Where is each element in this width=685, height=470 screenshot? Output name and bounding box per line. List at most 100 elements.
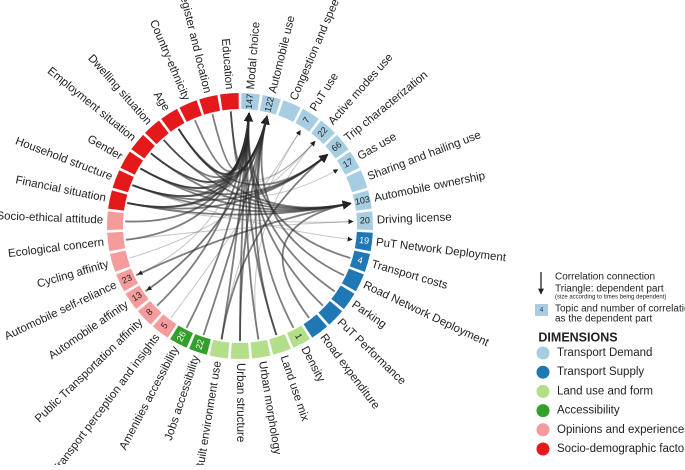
node-label: Land use mix xyxy=(278,354,311,423)
segment xyxy=(152,314,177,338)
node-count: 1 xyxy=(293,332,304,341)
legend-label: Opinions and experiences xyxy=(557,424,685,436)
segment xyxy=(189,334,211,355)
chord xyxy=(221,130,301,340)
segment xyxy=(161,108,185,132)
node-count: 19 xyxy=(359,235,370,246)
segment xyxy=(241,93,260,111)
node-label: Financial situation xyxy=(14,174,107,204)
node-label: Urban structure xyxy=(234,363,246,442)
legend: Correlation connection Triangle: depende… xyxy=(535,272,685,456)
chord xyxy=(202,115,270,336)
node-label: Density xyxy=(298,345,327,385)
node-count: 26 xyxy=(175,330,189,344)
chord xyxy=(140,168,339,198)
node-count: 23 xyxy=(120,272,133,285)
legend-label: Land use and form xyxy=(557,385,653,397)
segment xyxy=(336,151,360,175)
segment xyxy=(311,120,335,145)
node-label: Parking xyxy=(349,299,388,331)
chord xyxy=(127,112,253,208)
node-count: 22 xyxy=(193,338,206,351)
segment xyxy=(341,268,364,292)
segment xyxy=(109,250,131,272)
legend-swatch xyxy=(536,442,550,456)
chord xyxy=(125,219,354,241)
chord xyxy=(170,130,301,319)
chord xyxy=(146,114,269,291)
node-count: 22 xyxy=(315,125,329,139)
segment xyxy=(125,285,149,310)
node-label: Age xyxy=(151,90,172,114)
chords xyxy=(125,111,354,342)
chord xyxy=(243,112,351,259)
segment xyxy=(352,190,372,211)
chord xyxy=(132,184,353,242)
segment xyxy=(286,325,310,348)
node-label: Gas use xyxy=(356,131,399,163)
segment xyxy=(107,231,126,252)
node-label: PuT Network Deployment xyxy=(375,237,507,265)
node-label: PuT Performance xyxy=(335,317,408,388)
node-count: 66 xyxy=(329,139,343,153)
segment xyxy=(356,211,373,230)
legend-swatch xyxy=(536,404,550,418)
legend-text: Correlation connection xyxy=(555,272,655,283)
node-count: 4 xyxy=(356,255,364,266)
node-label: Congestion and speed xyxy=(288,0,344,102)
legend-label: Socio-demographic factors xyxy=(557,443,685,455)
legend-box-value: 4 xyxy=(540,308,544,314)
segment xyxy=(349,250,371,272)
chord xyxy=(220,153,329,340)
chord xyxy=(156,112,253,307)
legend-text: Triangle: dependent part xyxy=(555,284,664,295)
node-label: Urban morphology xyxy=(256,360,283,456)
segment xyxy=(108,190,128,211)
node-count: 5 xyxy=(159,321,170,331)
segment xyxy=(137,300,162,325)
node-count: 17 xyxy=(341,156,355,170)
legend-swatch xyxy=(536,384,550,398)
segment xyxy=(120,151,144,175)
segment xyxy=(331,285,355,310)
node-label: Automobile self-reliance xyxy=(3,279,119,342)
node-label: Active modes use xyxy=(326,52,395,128)
chord xyxy=(135,200,352,277)
segment xyxy=(295,108,319,132)
chord xyxy=(254,141,316,340)
legend-label: Transport Demand xyxy=(557,347,652,359)
node-label: Modal choice xyxy=(245,21,262,90)
node-label: Driving license xyxy=(377,212,452,227)
segment xyxy=(145,120,169,145)
node-label: Road Network Deployment xyxy=(361,279,491,349)
segment xyxy=(220,93,239,111)
segment xyxy=(112,170,134,193)
segment xyxy=(269,334,291,355)
segment xyxy=(116,268,139,292)
chord xyxy=(137,111,250,275)
segment xyxy=(325,134,349,159)
legend-box xyxy=(535,304,548,316)
segment xyxy=(278,100,301,122)
segment xyxy=(199,94,221,115)
segment xyxy=(259,94,281,115)
node-count: 13 xyxy=(130,290,144,304)
node-label: Automobile use xyxy=(267,15,298,95)
chord xyxy=(150,141,316,188)
segment xyxy=(170,325,194,348)
legend-label: Accessibility xyxy=(557,405,620,417)
legend-note: (size according to times being dependent… xyxy=(555,295,666,301)
chord xyxy=(281,200,352,319)
chord xyxy=(127,202,354,225)
legend-swatch xyxy=(536,346,550,360)
segment xyxy=(179,100,202,122)
legend-label: Transport Supply xyxy=(557,366,644,378)
segment xyxy=(230,342,250,360)
node-label: Gender xyxy=(85,133,124,163)
segment xyxy=(209,339,230,359)
segment xyxy=(303,314,328,338)
node-label: Country-ethnicity xyxy=(147,18,192,102)
node-label: Socio-ethical attitude xyxy=(0,210,103,226)
